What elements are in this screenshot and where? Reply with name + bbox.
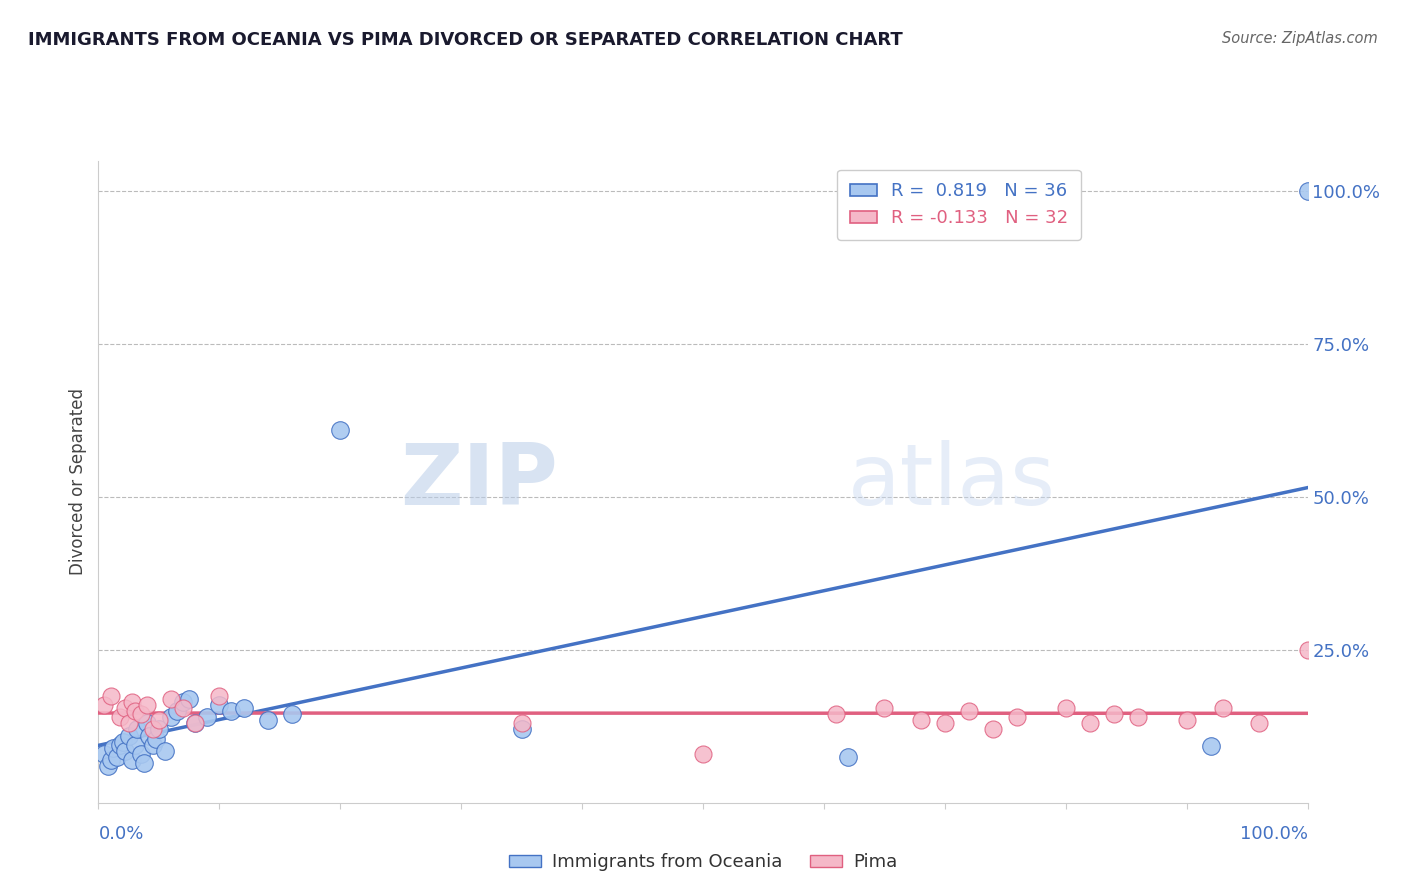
Point [825,707,848,722]
Point [124,704,146,718]
Point [837,750,859,764]
Point [1102,707,1125,722]
Point [179,691,201,706]
Point [105,750,128,764]
Point [111,734,134,748]
Point [127,723,149,737]
Point [134,756,156,770]
Point [184,716,207,731]
Point [873,701,896,715]
Point [910,713,932,727]
Point [184,716,207,731]
Point [124,738,146,752]
Point [142,723,165,737]
Point [1212,701,1234,715]
Point [160,710,183,724]
Point [329,423,352,437]
Text: 0.0%: 0.0% [98,825,143,843]
Point [135,716,157,731]
Point [108,738,131,752]
Point [145,731,167,746]
Point [1078,716,1101,731]
Point [232,701,254,715]
Point [172,695,194,709]
Point [208,698,231,712]
Point [93,747,115,761]
Point [121,695,143,709]
Point [166,704,188,718]
Text: Source: ZipAtlas.com: Source: ZipAtlas.com [1222,31,1378,46]
Legend: R =  0.819   N = 36, R = -0.133   N = 32: R = 0.819 N = 36, R = -0.133 N = 32 [837,169,1081,240]
Point [1199,739,1222,753]
Text: ZIP: ZIP [401,440,558,524]
Point [172,701,194,715]
Point [100,689,122,703]
Point [510,716,533,731]
Point [153,744,176,758]
Point [148,713,170,727]
Point [135,698,157,712]
Point [1128,710,1150,724]
Point [1249,716,1271,731]
Point [101,740,124,755]
Text: IMMIGRANTS FROM OCEANIA VS PIMA DIVORCED OR SEPARATED CORRELATION CHART: IMMIGRANTS FROM OCEANIA VS PIMA DIVORCED… [28,31,903,49]
Point [97,759,120,773]
Text: atlas: atlas [848,440,1056,524]
Point [195,710,218,724]
Point [108,710,131,724]
Point [93,698,115,712]
Point [934,716,956,731]
Point [1007,710,1029,724]
Point [118,716,141,731]
Point [129,707,152,722]
Point [129,747,152,761]
Point [981,723,1004,737]
Point [1296,184,1319,198]
Point [160,691,183,706]
Point [221,704,243,718]
Y-axis label: Divorced or Separated: Divorced or Separated [69,388,87,575]
Point [510,723,533,737]
Point [121,753,143,767]
Point [138,729,160,743]
Point [1054,701,1077,715]
Point [692,747,714,761]
Legend: Immigrants from Oceania, Pima: Immigrants from Oceania, Pima [502,847,904,879]
Point [256,713,278,727]
Point [281,707,304,722]
Point [142,738,165,752]
Point [100,753,122,767]
Point [114,701,136,715]
Point [208,689,231,703]
Text: 100.0%: 100.0% [1240,825,1308,843]
Point [148,723,170,737]
Point [957,704,980,718]
Point [114,744,136,758]
Point [118,729,141,743]
Point [1296,643,1319,657]
Point [1175,713,1198,727]
